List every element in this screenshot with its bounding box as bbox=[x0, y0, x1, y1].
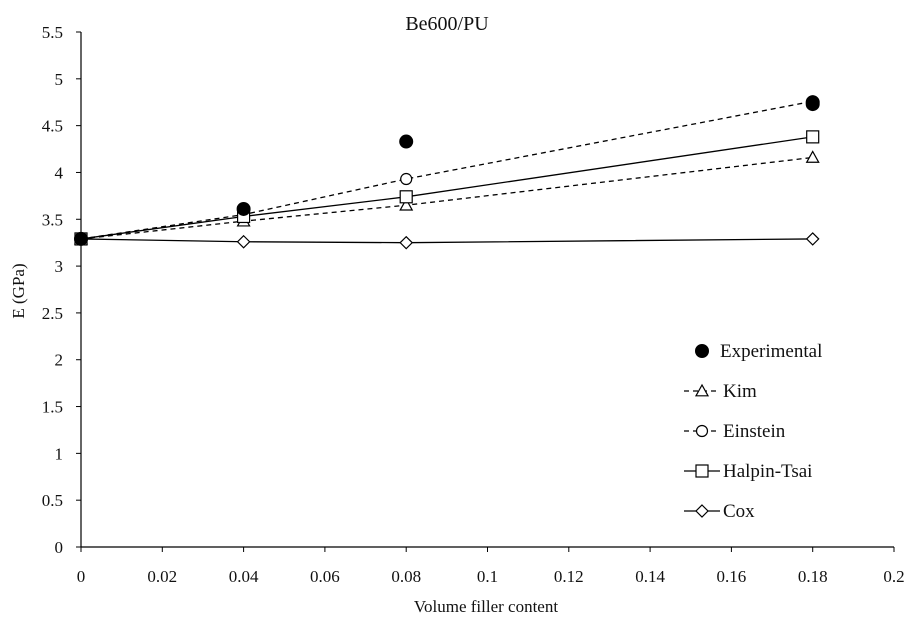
data-point-halpin-tsai bbox=[806, 130, 820, 144]
y-tick-label: 2 bbox=[55, 351, 64, 370]
x-tick-label: 0.14 bbox=[635, 567, 665, 586]
data-point-experimental bbox=[399, 134, 414, 149]
series-markers bbox=[73, 95, 820, 250]
y-tick-label: 0 bbox=[55, 538, 64, 557]
legend-marker-halpin-tsai bbox=[695, 464, 709, 478]
legend-label-kim: Kim bbox=[723, 381, 757, 402]
y-axis-label: E (GPa) bbox=[9, 263, 28, 318]
x-axis-label: Volume filler content bbox=[414, 597, 558, 616]
legend-item-einstein: Einstein bbox=[684, 421, 786, 442]
series-line-cox bbox=[80, 238, 813, 244]
y-tick-label: 1.5 bbox=[42, 398, 63, 417]
legend-marker-experimental bbox=[695, 344, 709, 358]
x-tick-label: 0.02 bbox=[147, 567, 177, 586]
series-line-halpin-tsai bbox=[80, 136, 813, 240]
legend: Experimental Kim Einstein Halpin-Tsai Cox bbox=[684, 341, 822, 522]
data-point-kim bbox=[805, 150, 820, 163]
x-tick-labels: 0 0.02 0.04 0.06 0.08 0.1 0.12 0.14 0.16 0.18 0.2 bbox=[77, 547, 905, 586]
data-point-cox bbox=[805, 232, 820, 246]
y-tick-label: 3 bbox=[55, 257, 64, 276]
x-tick-label: 0.04 bbox=[229, 567, 259, 586]
legend-label-halpin-tsai: Halpin-Tsai bbox=[723, 461, 812, 482]
y-tick-label: 4 bbox=[55, 163, 64, 182]
series-line-einstein bbox=[80, 100, 813, 240]
x-tick-label: 0.1 bbox=[477, 567, 498, 586]
y-tick-label: 3.5 bbox=[42, 210, 63, 229]
legend-marker-kim bbox=[694, 383, 710, 397]
chart-title: Be600/PU bbox=[405, 13, 489, 35]
data-point-experimental bbox=[805, 95, 820, 110]
legend-marker-cox bbox=[695, 504, 709, 518]
legend-label-experimental: Experimental bbox=[720, 341, 822, 362]
data-point-experimental bbox=[236, 201, 251, 216]
y-tick-label: 1 bbox=[55, 444, 64, 463]
legend-marker-einstein bbox=[695, 424, 709, 438]
x-tick-label: 0.16 bbox=[717, 567, 747, 586]
data-point-kim bbox=[399, 197, 414, 211]
y-tick-labels: 0 0.5 1 1.5 2 2.5 3 3.5 4 4.5 5 5.5 bbox=[42, 23, 81, 557]
series-lines bbox=[80, 100, 813, 244]
y-tick-label: 5 bbox=[55, 70, 64, 89]
x-tick-label: 0.18 bbox=[798, 567, 828, 586]
data-point-experimental bbox=[74, 231, 88, 246]
legend-item-cox: Cox bbox=[684, 501, 755, 522]
y-tick-label: 0.5 bbox=[42, 491, 63, 510]
y-tick-label: 2.5 bbox=[42, 304, 63, 323]
series-line-kim bbox=[80, 156, 813, 240]
data-point-cox bbox=[236, 234, 251, 249]
data-point-halpin-tsai bbox=[399, 190, 413, 204]
legend-item-experimental: Experimental bbox=[695, 341, 822, 362]
legend-item-kim: Kim bbox=[684, 381, 757, 402]
x-tick-label: 0.2 bbox=[883, 567, 904, 586]
x-tick-label: 0.06 bbox=[310, 567, 340, 586]
legend-label-cox: Cox bbox=[723, 501, 755, 522]
x-tick-label: 0.08 bbox=[391, 567, 421, 586]
data-point-cox bbox=[399, 235, 414, 250]
data-point-einstein bbox=[400, 172, 413, 186]
legend-item-halpin-tsai: Halpin-Tsai bbox=[684, 461, 812, 482]
legend-label-einstein: Einstein bbox=[723, 421, 786, 442]
y-tick-label: 4.5 bbox=[42, 117, 63, 136]
y-tick-label: 5.5 bbox=[42, 23, 63, 42]
x-tick-label: 0 bbox=[77, 567, 86, 586]
x-tick-label: 0.12 bbox=[554, 567, 584, 586]
